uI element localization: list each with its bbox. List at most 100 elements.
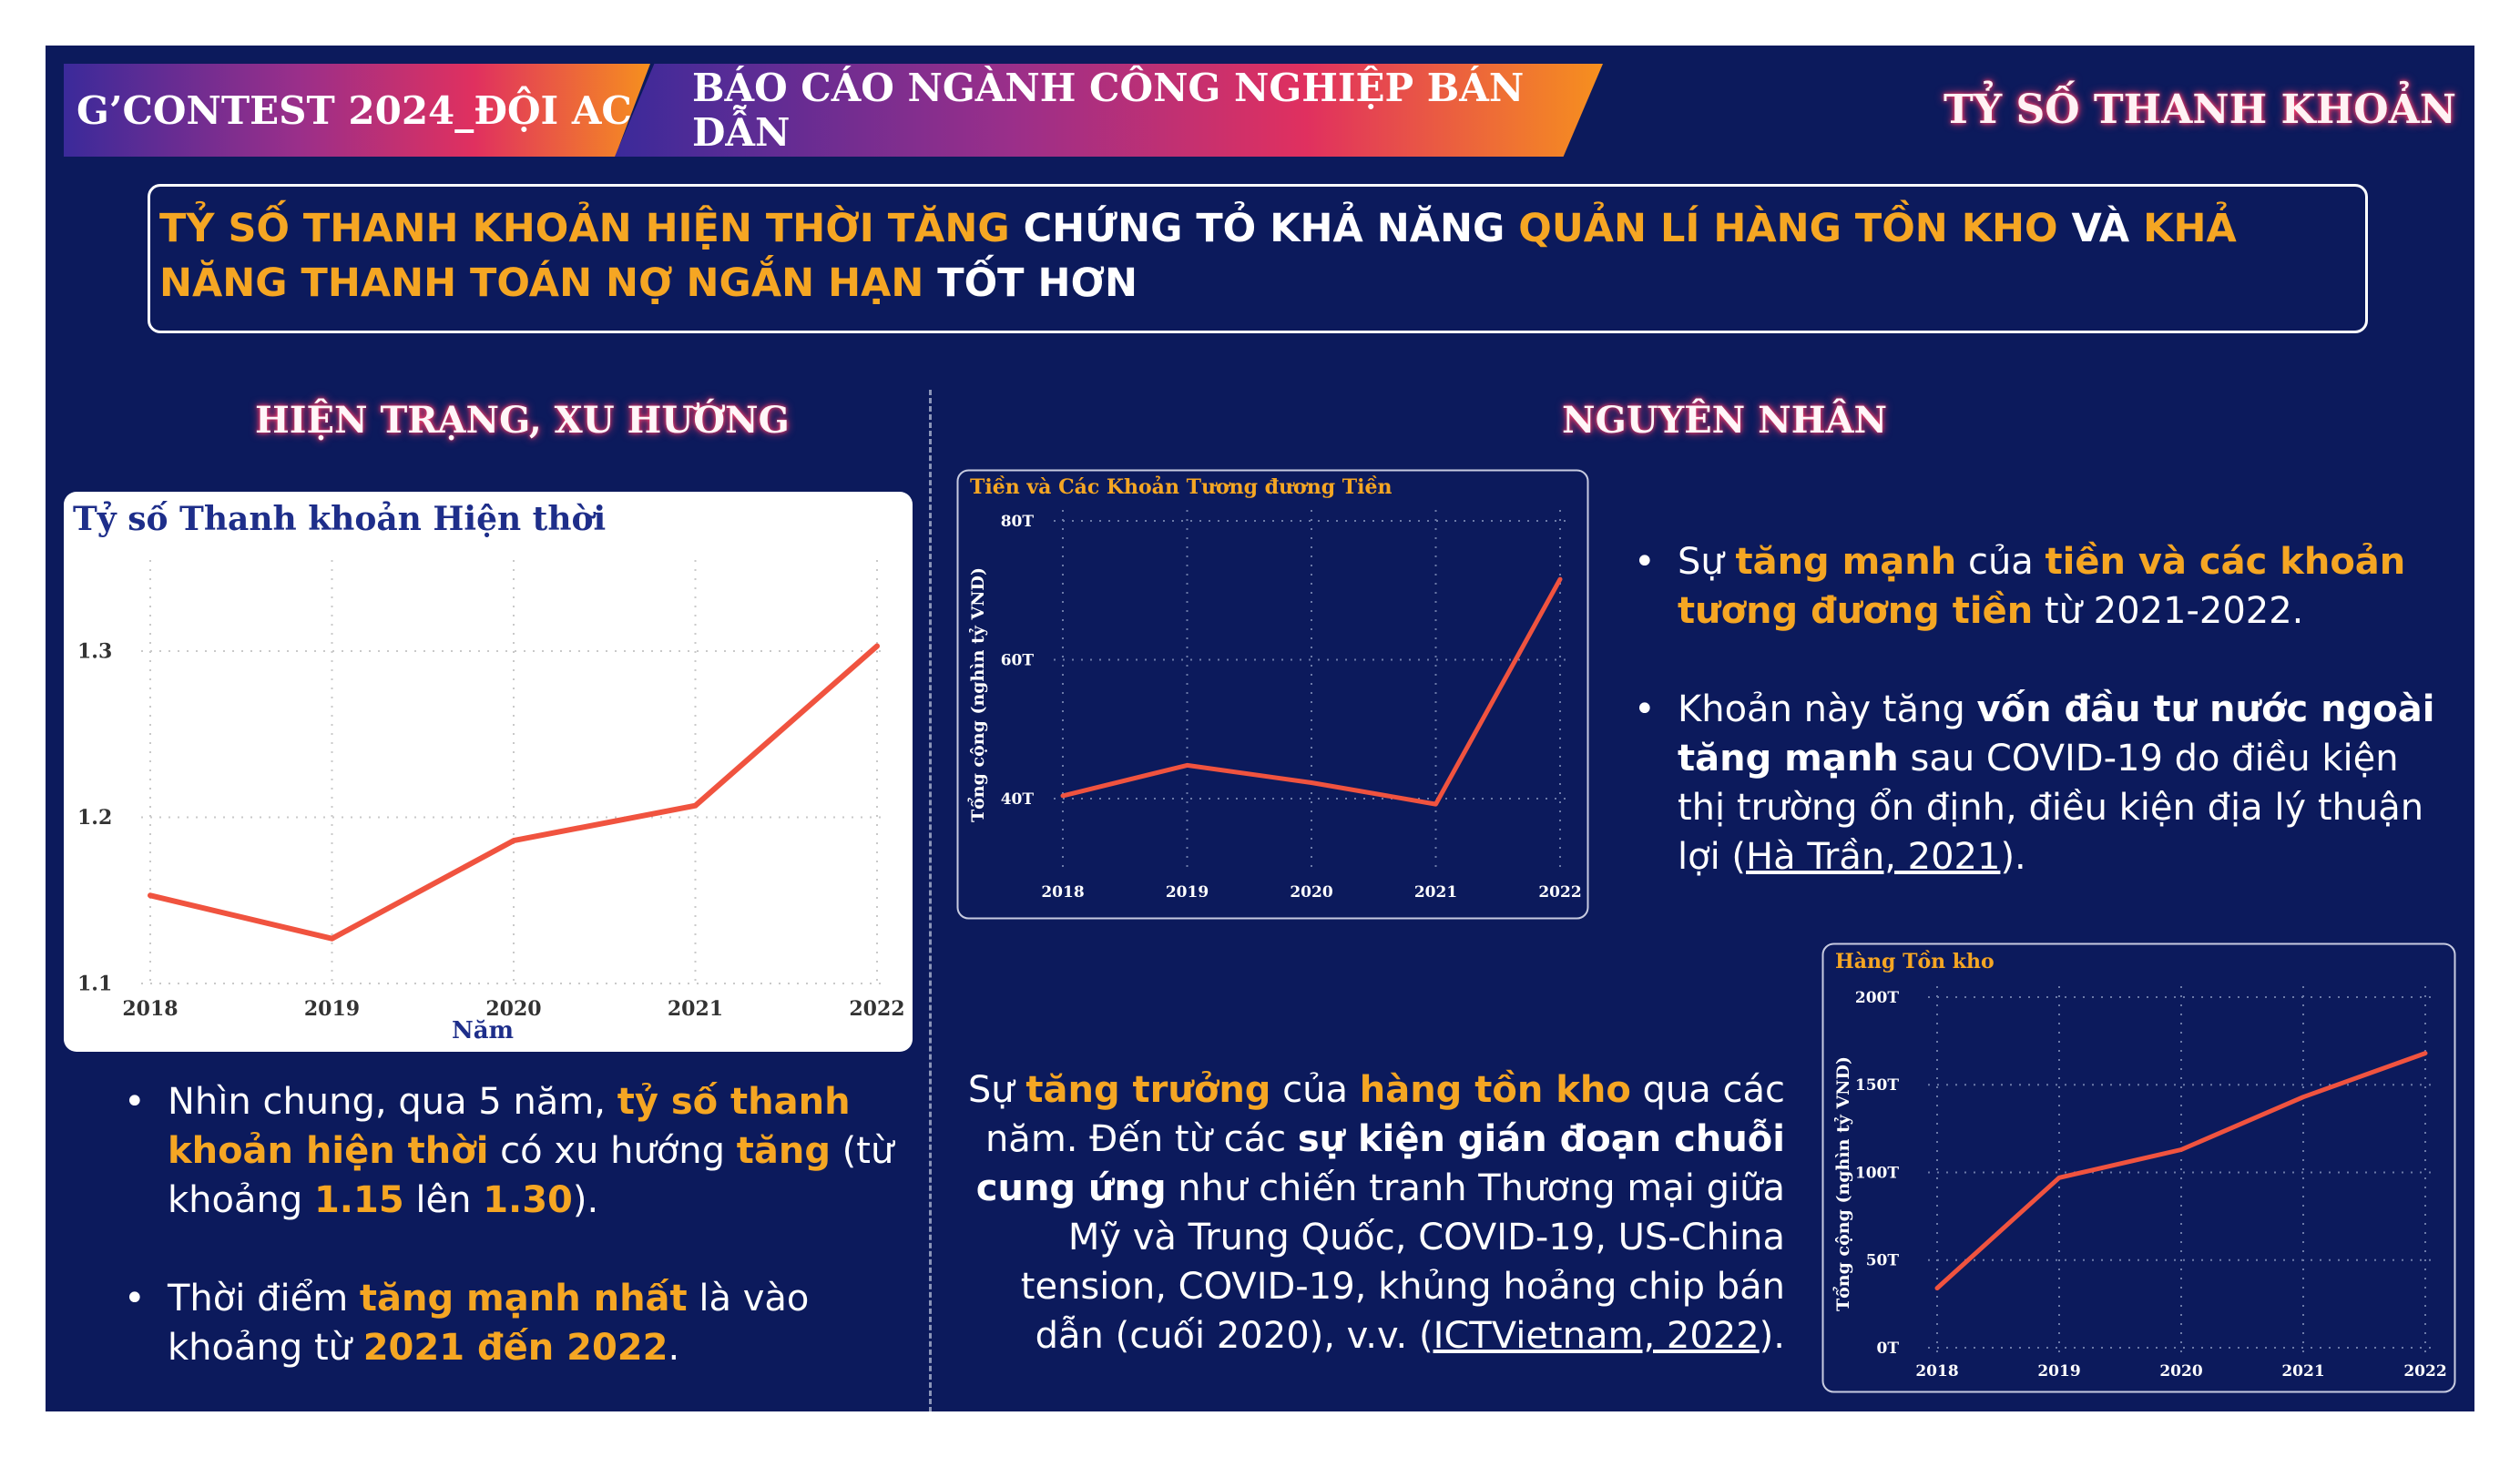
inventory-chart: Hàng Tồn kho Tổng cộng (nghìn tỷ VND) 20…: [1821, 942, 2456, 1393]
citation-link[interactable]: ICTVietnam, 2022: [1433, 1315, 1760, 1357]
y-tick-label: 60T: [1001, 651, 1035, 669]
text-run: 2021 đến 2022: [362, 1327, 668, 1369]
list-item: Thời điểm tăng mạnh nhất là vào khoảng t…: [120, 1274, 903, 1372]
headline-box: TỶ SỐ THANH KHOẢN HIỆN THỜI TĂNG CHỨNG T…: [148, 184, 2368, 333]
x-tick-label: 2020: [1290, 883, 1332, 902]
text-run: (từ khoảng: [168, 1130, 894, 1221]
list-item: Khoản này tăng vốn đầu tư nước ngoài tăn…: [1630, 685, 2450, 881]
inventory-chart-card: Hàng Tồn kho Tổng cộng (nghìn tỷ VND) 20…: [1821, 942, 2456, 1397]
series-line: [1934, 1051, 2428, 1291]
chart-frame: [1821, 942, 2456, 1393]
text-run: Nhìn chung, qua 5 năm,: [168, 1081, 617, 1123]
current-ratio-chart-card: Tỷ số Thanh khoản Hiện thời Năm 2018 2019…: [64, 492, 913, 1055]
text-run: như chiến tranh Thương mại giữa Mỹ và Tr…: [1020, 1167, 1785, 1357]
text-run: lên: [403, 1179, 484, 1221]
chart-title: Tiền và Các Khoản Tương đương Tiền: [970, 475, 1392, 499]
headline-part: TỶ SỐ THANH KHOẢN HIỆN THỜI TĂNG: [159, 206, 1010, 251]
x-tick-label: 2022: [1538, 883, 1581, 902]
text-run: hàng tồn kho: [1359, 1069, 1631, 1111]
y-tick-label: 100T: [1855, 1164, 1899, 1182]
series-line: [148, 643, 880, 942]
y-tick-label: 1.1: [77, 973, 112, 996]
section-title: TỶ SỐ THANH KHOẢN: [1944, 87, 2456, 133]
citation-link[interactable]: Hà Trần, 2021: [1746, 836, 2001, 878]
right-section-title: NGUYÊN NHÂN: [1562, 399, 1888, 442]
x-tick-label: 2019: [1166, 883, 1209, 902]
text-run: tiền và các khoản tương đương tiền: [1678, 541, 2406, 632]
y-tick-label: 1.2: [77, 806, 112, 830]
x-tick-label: 2020: [485, 997, 541, 1021]
text-run: có xu hướng: [488, 1130, 737, 1172]
x-tick-label: 2019: [2037, 1362, 2080, 1381]
contest-badge-label: G’CONTEST 2024_ĐỘI AC: [77, 87, 632, 133]
text-run: qua các năm. Đến từ các: [985, 1069, 1785, 1160]
text-run: của: [1270, 1069, 1360, 1111]
report-badge-label: BÁO CÁO NGÀNH CÔNG NGHIỆP BÁN DẪN: [692, 66, 1525, 155]
text-run: là vào khoảng từ: [168, 1278, 810, 1369]
text-run: sự kiện gián đoạn chuỗi cung ứng: [975, 1118, 1785, 1209]
left-section-title: HIỆN TRẠNG, XU HƯỚNG: [255, 399, 790, 442]
y-axis-label: Tổng cộng (nghìn tỷ VND): [966, 567, 988, 822]
text-run: Sự: [967, 1069, 1026, 1111]
headline-part: KHẢ NĂNG THANH TOÁN NỢ NGẮN HẠN: [159, 206, 2237, 306]
headline-part: VÀ: [2057, 206, 2144, 251]
y-tick-label: 200T: [1855, 989, 1899, 1007]
text-run: ).: [2000, 836, 2026, 878]
x-tick-label: 2018: [1041, 883, 1084, 902]
y-tick-label: 1.3: [77, 640, 112, 664]
inventory-explanation: Sự tăng trưởng của hàng tồn kho qua các …: [965, 1065, 1785, 1360]
text-run: của: [1956, 541, 2046, 583]
current-ratio-chart: Tỷ số Thanh khoản Hiện thời Năm 2018 2019…: [64, 492, 913, 1052]
text-run: 1.30: [483, 1179, 573, 1221]
left-bullet-list: Nhìn chung, qua 5 năm, tỷ số thanh khoản…: [120, 1077, 903, 1411]
x-tick-label: 2021: [2281, 1362, 2324, 1381]
headline-part: TỐT HƠN: [923, 260, 1138, 306]
column-divider: [929, 390, 932, 1411]
text-run: Sự: [1678, 541, 1736, 583]
text-run: 1.15: [313, 1179, 404, 1221]
cash-chart-card: Tiền và Các Khoản Tương đương Tiền Tổng …: [956, 469, 1589, 923]
text-run: tăng trưởng: [1025, 1069, 1271, 1111]
text-run: Thời điểm: [168, 1278, 360, 1319]
right-bullet-list: Sự tăng mạnh của tiền và các khoản tương…: [1630, 537, 2450, 931]
report-badge: BÁO CÁO NGÀNH CÔNG NGHIỆP BÁN DẪN: [615, 64, 1603, 157]
x-axis-label: Năm: [452, 1017, 514, 1044]
y-tick-label: 0T: [1877, 1340, 1900, 1358]
text-run: tăng mạnh nhất: [359, 1278, 688, 1319]
x-tick-label: 2022: [849, 997, 904, 1021]
list-item: Nhìn chung, qua 5 năm, tỷ số thanh khoản…: [120, 1077, 903, 1225]
y-tick-label: 150T: [1855, 1076, 1899, 1095]
text-run: tăng mạnh: [1735, 541, 1957, 583]
series-line: [1060, 576, 1563, 807]
slide: G’CONTEST 2024_ĐỘI AC BÁO CÁO NGÀNH CÔNG…: [46, 46, 2474, 1411]
text-run: Khoản này tăng: [1678, 688, 1977, 730]
text-run: sau COVID-19 do điều kiện thị trường ổn …: [1678, 738, 2424, 878]
text-run: ).: [1759, 1315, 1785, 1357]
headline-part: CHỨNG TỎ KHẢ NĂNG: [1009, 206, 1519, 251]
cash-chart: Tiền và Các Khoản Tương đương Tiền Tổng …: [956, 469, 1589, 920]
chart-background: [64, 492, 913, 1052]
list-item: Sự tăng mạnh của tiền và các khoản tương…: [1630, 537, 2450, 636]
x-tick-label: 2022: [2403, 1362, 2446, 1381]
x-tick-label: 2018: [1915, 1362, 1958, 1381]
text-run: .: [668, 1327, 680, 1369]
chart-title: Tỷ số Thanh khoản Hiện thời: [73, 500, 606, 538]
x-tick-label: 2021: [1414, 883, 1457, 902]
x-tick-label: 2020: [2159, 1362, 2202, 1381]
chart-frame: [956, 469, 1589, 920]
y-tick-label: 50T: [1866, 1252, 1900, 1270]
text-run: ).: [572, 1179, 599, 1221]
text-run: vốn đầu tư nước ngoài tăng mạnh: [1678, 688, 2435, 779]
contest-badge: G’CONTEST 2024_ĐỘI AC: [64, 64, 650, 157]
chart-title: Hàng Tồn kho: [1835, 950, 1995, 973]
x-tick-label: 2021: [668, 997, 723, 1021]
headline-part: QUẢN LÍ HÀNG TỒN KHO: [1518, 206, 2058, 251]
y-tick-label: 40T: [1001, 790, 1035, 809]
x-tick-label: 2019: [304, 997, 360, 1021]
x-tick-label: 2018: [122, 997, 178, 1021]
text-run: tỷ số thanh khoản hiện thời: [168, 1081, 851, 1172]
text-run: tăng: [736, 1130, 831, 1172]
text-run: từ 2021-2022.: [2033, 590, 2304, 632]
y-tick-label: 80T: [1001, 513, 1035, 531]
y-axis-label: Tổng cộng (nghìn tỷ VND): [1831, 1056, 1853, 1311]
